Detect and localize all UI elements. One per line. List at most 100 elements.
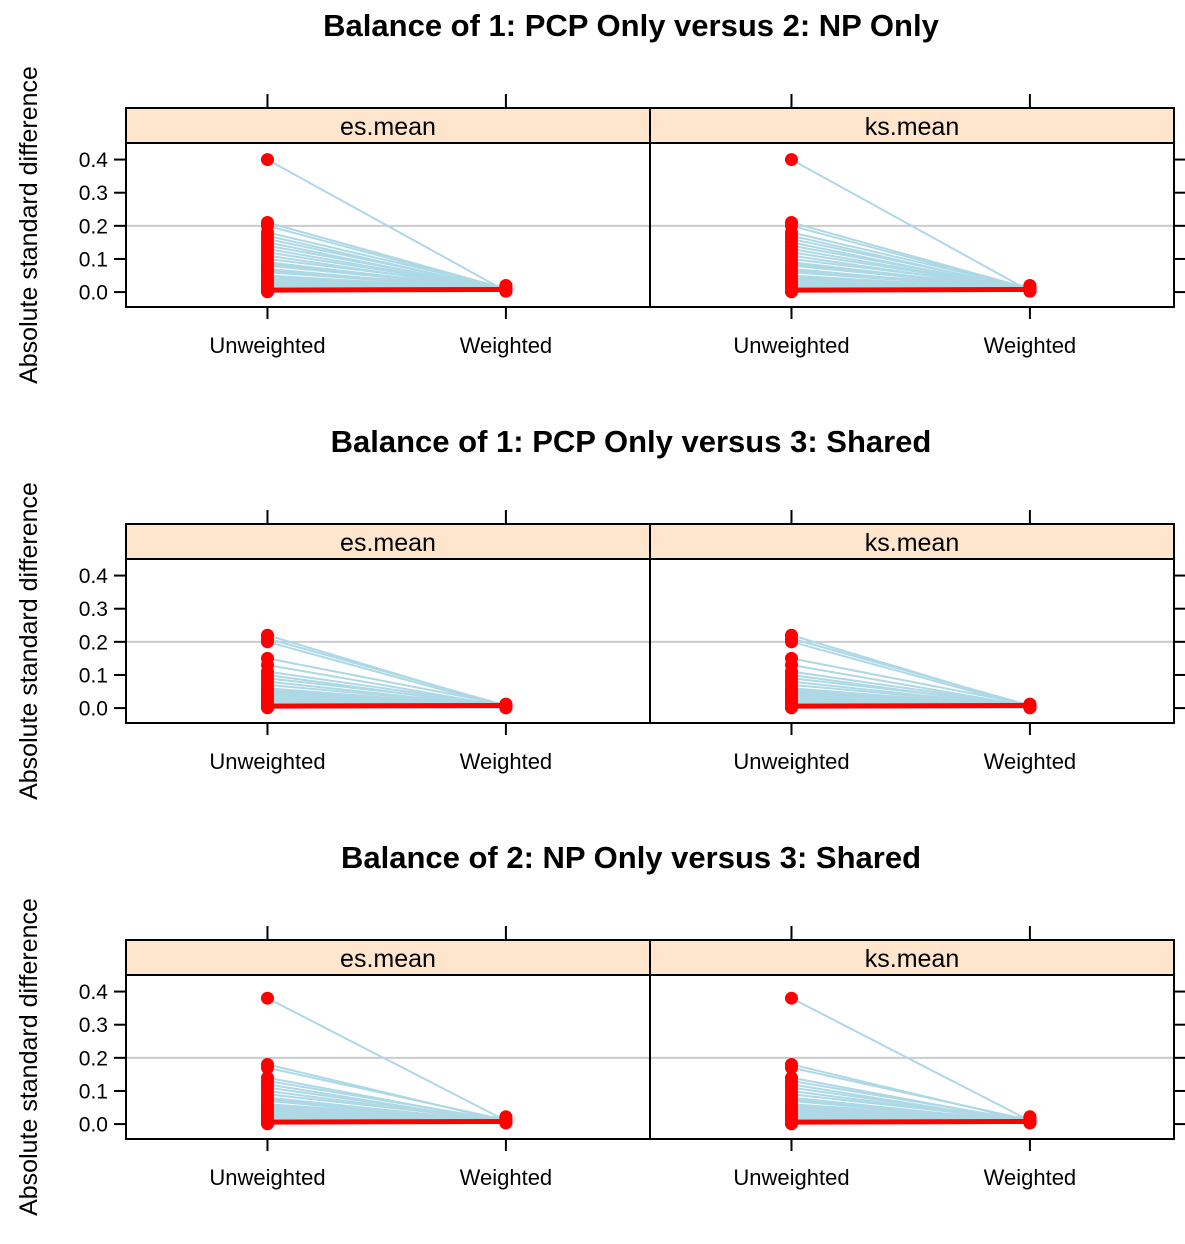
y-tick-label: 0.2 [79,1047,108,1070]
panel-es-mean: es.mean Unweighted Weighted [125,510,651,774]
y-axis-label: Absolute standard difference [15,66,43,384]
chart-3: Balance of 2: NP Only versus 3: Shared Ab… [15,840,1185,1216]
y-tick-label: 0.3 [79,598,108,621]
y-tick-label: 0.1 [79,664,108,687]
y-tick-label: 0.3 [79,182,108,205]
y-tick-label: 0.4 [79,565,109,588]
chart-title: Balance of 1: PCP Only versus 3: Shared [331,424,932,459]
series-line [791,677,1031,707]
y-tick-label: 0.4 [79,981,109,1004]
series-line [791,1080,1031,1122]
strip-background [649,939,1175,976]
series-line [791,657,1031,706]
x-tick-label: Unweighted [733,1165,849,1190]
series-lines [791,634,1031,709]
series-line [267,257,507,289]
panel-ks-mean: ks.mean Unweighted Weighted [649,926,1175,1190]
chart-title: Balance of 2: NP Only versus 3: Shared [341,840,921,875]
series-line [267,221,507,290]
y-tick-label: 0.0 [79,698,108,721]
point-unweighted [260,1117,274,1131]
series-line [267,657,507,706]
series-line [267,231,507,290]
series-line [267,688,506,707]
point-weighted [1023,701,1037,715]
x-tick-label: Weighted [460,1165,553,1190]
point-unweighted [784,153,798,167]
series-line [791,688,1030,707]
point-weighted [499,701,513,715]
y-axis-label: Absolute standard difference [15,898,43,1216]
x-tick-label: Weighted [460,749,553,774]
y-tick-label: 0.0 [79,1114,108,1137]
series-points [260,628,513,715]
strip-background [125,939,651,976]
point-weighted [499,282,513,296]
panel-ks-mean: ks.mean Unweighted Weighted [649,510,1175,774]
strip-label: ks.mean [865,113,959,141]
point-unweighted [260,153,274,167]
series-line-low [267,286,506,293]
series-points [784,153,1037,299]
series-line-low [791,1118,1030,1125]
point-unweighted [260,701,274,715]
series-line-low [267,1118,506,1125]
point-unweighted [260,635,274,649]
series-line [267,269,506,290]
y-axis-label: Absolute standard difference [15,482,43,800]
series-points [260,153,513,299]
point-unweighted [260,1061,274,1075]
series-line [267,1093,507,1122]
point-unweighted [260,991,274,1005]
series-points [784,628,1037,715]
strip-label: ks.mean [865,529,959,557]
point-unweighted [784,1117,798,1131]
x-tick-label: Weighted [984,1165,1077,1190]
point-unweighted [784,285,798,299]
strip-background [125,523,651,560]
x-tick-label: Unweighted [733,749,849,774]
x-tick-label: Weighted [460,333,553,358]
x-tick-label: Unweighted [209,1165,325,1190]
point-unweighted [784,1061,798,1075]
y-tick-label: 0.2 [79,631,108,654]
series-line [267,677,507,707]
point-unweighted [784,701,798,715]
series-lines [266,158,507,293]
x-tick-label: Unweighted [733,333,849,358]
strip-label: es.mean [340,529,436,557]
y-tick-label: 0.0 [79,282,108,305]
series-line-low [267,702,506,709]
chart-title: Balance of 1: PCP Only versus 2: NP Only [323,8,939,43]
series-line [791,221,1031,290]
y-tick-label: 0.4 [79,149,109,172]
series-line [791,257,1031,289]
point-unweighted [260,285,274,299]
series-line-low [791,286,1030,293]
point-unweighted [784,991,798,1005]
series-lines [267,997,507,1125]
series-line [267,637,507,707]
series-line [791,997,1031,1122]
point-weighted [1023,1113,1037,1127]
panel-ks-mean: ks.mean Unweighted Weighted [649,94,1175,358]
strip-background [649,523,1175,560]
series-lines [791,997,1031,1125]
series-points [260,991,513,1131]
series-line [791,1066,1031,1122]
x-tick-label: Weighted [984,749,1077,774]
series-line [266,158,507,292]
series-points [784,991,1037,1131]
point-weighted [499,1113,513,1127]
series-line [791,231,1031,290]
y-tick-label: 0.1 [79,1080,108,1103]
strip-background [125,107,651,144]
point-weighted [1023,282,1037,296]
series-line [791,637,1031,707]
series-line [267,1066,507,1122]
series-lines [790,158,1031,293]
x-tick-label: Weighted [984,333,1077,358]
series-line-low [791,702,1030,709]
series-line [791,269,1030,290]
